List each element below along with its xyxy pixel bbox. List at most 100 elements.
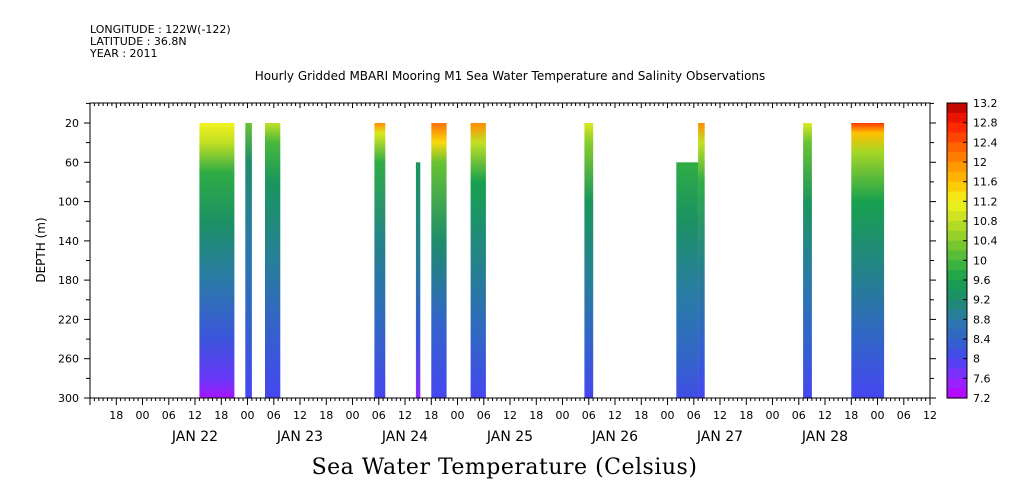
colorbar-swatch	[947, 289, 967, 301]
y-tick-label: 220	[58, 313, 79, 326]
x-tick-label: 06	[792, 409, 806, 422]
colorbar-swatch	[947, 348, 967, 360]
x-tick-label: 18	[424, 409, 438, 422]
x-tick-label: 00	[871, 409, 885, 422]
x-tick-label: 00	[556, 409, 570, 422]
colorbar-swatch	[947, 270, 967, 281]
x-tick-label: 18	[739, 409, 753, 422]
colorbar-swatch	[947, 368, 967, 379]
data-column	[698, 123, 705, 398]
colorbar-swatch	[947, 240, 967, 252]
data-column	[245, 123, 252, 398]
x-tick-label: 12	[188, 409, 202, 422]
x-tick-label: 00	[136, 409, 150, 422]
colorbar-label: 8.4	[973, 333, 991, 346]
x-tick-label: 12	[608, 409, 622, 422]
x-tick-label: 18	[109, 409, 123, 422]
colorbar-label: 7.6	[973, 372, 991, 385]
colorbar-swatch	[947, 299, 967, 311]
x-tick-label: 18	[634, 409, 648, 422]
colorbar-swatch	[947, 329, 967, 340]
x-day-label: JAN 27	[696, 429, 743, 445]
x-tick-label: 06	[372, 409, 386, 422]
colorbar-swatch	[947, 260, 967, 271]
x-day-label: JAN 24	[381, 429, 428, 445]
latitude-label: LATITUDE : 36.8N	[90, 35, 187, 48]
y-tick-label: 100	[58, 196, 79, 209]
colorbar-swatch	[947, 339, 967, 350]
colorbar-label: 11.6	[973, 176, 998, 189]
colorbar-swatch	[947, 309, 967, 320]
x-tick-label: 06	[267, 409, 281, 422]
colorbar-swatch	[947, 221, 967, 232]
y-tick-label: 180	[58, 274, 79, 287]
colorbar-swatch	[947, 122, 967, 134]
x-tick-label: 12	[818, 409, 832, 422]
colorbar-label: 13.2	[973, 97, 998, 110]
x-day-label: JAN 23	[276, 429, 323, 445]
colorbar-frame	[946, 102, 968, 399]
data-column	[851, 123, 885, 398]
colorbar-label: 8	[973, 353, 980, 366]
x-tick-label: 06	[897, 409, 911, 422]
data-column	[374, 123, 386, 398]
y-tick-label: 60	[65, 156, 79, 169]
x-tick-label: 00	[766, 409, 780, 422]
x-tick-label: 12	[923, 409, 937, 422]
x-tick-label: 00	[451, 409, 465, 422]
colorbar-swatch	[947, 171, 967, 183]
x-day-label: JAN 22	[171, 429, 218, 445]
colorbar-label: 9.2	[973, 294, 991, 307]
x-tick-label: 12	[713, 409, 727, 422]
x-tick-label: 18	[529, 409, 543, 422]
data-column	[584, 123, 594, 398]
x-tick-label: 06	[582, 409, 596, 422]
data-column	[199, 123, 235, 398]
data-layer	[199, 123, 885, 398]
colorbar-label: 12.8	[973, 117, 998, 130]
x-tick-label: 12	[503, 409, 517, 422]
colorbar-label: 10	[973, 254, 987, 267]
x-tick-label: 06	[477, 409, 491, 422]
x-tick-label: 18	[844, 409, 858, 422]
colorbar-swatch	[947, 201, 967, 212]
x-tick-label: 00	[346, 409, 360, 422]
x-day-label: JAN 25	[486, 429, 533, 445]
colorbar-swatch	[947, 132, 967, 143]
colorbar-swatch	[947, 103, 967, 114]
colorbar-swatch	[947, 162, 967, 173]
colorbar-swatch	[947, 211, 967, 222]
data-column	[470, 123, 486, 398]
colorbar-swatch	[947, 388, 967, 399]
variable-title: Sea Water Temperature (Celsius)	[311, 455, 698, 480]
data-column	[676, 162, 699, 398]
x-tick-label: 12	[398, 409, 412, 422]
y-axis-label: DEPTH (m)	[34, 217, 48, 282]
data-column	[803, 123, 812, 398]
x-tick-label: 18	[214, 409, 228, 422]
x-tick-label: 18	[319, 409, 333, 422]
colorbar-swatch	[947, 378, 967, 389]
data-column	[415, 162, 421, 398]
y-tick-label: 260	[58, 353, 79, 366]
y-tick-label: 300	[58, 392, 79, 405]
colorbar-swatch	[947, 358, 967, 370]
colorbar-swatch	[947, 181, 967, 193]
colorbar-swatch	[947, 280, 967, 291]
y-tick-label: 140	[58, 235, 79, 248]
colorbar: 13.2 12.8 12.4 12 11.6 11.2 10.8 10.4 10 9.6 9.2 8.…	[946, 97, 998, 405]
colorbar-label: 10.8	[973, 215, 998, 228]
x-day-label: JAN 26	[591, 429, 638, 445]
longitude-label: LONGITUDE : 122W(-122)	[90, 23, 231, 36]
colorbar-label: 12.4	[973, 136, 998, 149]
y-tick-label: 20	[65, 117, 79, 130]
colorbar-label: 10.4	[973, 235, 998, 248]
colorbar-label: 12	[973, 156, 987, 169]
x-tick-label: 06	[687, 409, 701, 422]
year-label: YEAR : 2011	[90, 47, 158, 60]
x-tick-label: 00	[241, 409, 255, 422]
colorbar-swatch	[947, 142, 967, 153]
colorbar-label: 9.6	[973, 274, 991, 287]
colorbar-swatch	[947, 230, 967, 242]
